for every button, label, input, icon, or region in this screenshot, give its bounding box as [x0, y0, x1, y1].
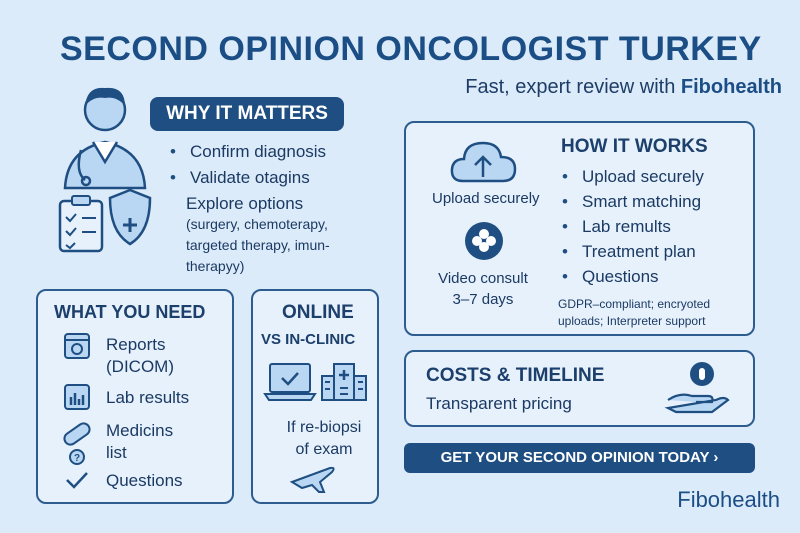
explore-detail-1: (surgery, chemoterapy,	[186, 216, 328, 232]
doctor-icon	[63, 87, 147, 190]
need-item-medicins: Medicins list	[106, 421, 174, 462]
explore-detail-3: therapyy)	[186, 258, 245, 274]
brand-logo: Fibohealth	[677, 487, 780, 512]
need-item-questions: Questions	[106, 471, 183, 490]
shield-icon	[108, 188, 152, 246]
pill-icon: ?	[63, 422, 91, 465]
why-heading: WHY IT MATTERS	[150, 97, 344, 131]
list-item: Questions	[560, 264, 704, 289]
video-consult-icon	[465, 222, 503, 260]
costs-card	[404, 350, 755, 427]
online-heading: ONLINE	[282, 302, 354, 323]
cloud-upload-icon	[450, 141, 517, 183]
page-subtitle: Fast, expert review with Fibohealth	[465, 76, 782, 99]
page-title: SECOND OPINION ONCOLOGIST TURKEY	[60, 30, 762, 68]
svg-text:?: ?	[74, 453, 80, 464]
explore-detail-2: targeted therapy, imun-	[186, 237, 330, 253]
hospital-icon	[321, 363, 367, 401]
need-item-lab: Lab results	[106, 388, 190, 407]
laptop-icon	[263, 363, 317, 401]
coin-hand-icon	[664, 362, 730, 414]
online-note: If re-biopsi of exam	[286, 419, 362, 458]
need-item-reports: Reports (DICOM)	[106, 335, 174, 376]
list-item: Treatment plan	[560, 239, 704, 264]
list-item: Confirm diagnosis	[168, 139, 326, 165]
list-item: Smart matching	[560, 189, 704, 214]
costs-heading: COSTS & TIMELINE	[426, 365, 605, 386]
list-item: Lab remults	[560, 214, 704, 239]
explore-line: Explore options	[186, 194, 304, 213]
why-list: Confirm diagnosis Validate otagins	[168, 139, 326, 191]
subtitle-brand: Fibohealth	[680, 76, 782, 98]
gdpr-note: GDPR–compliant; encryoted uploads; Inter…	[558, 297, 711, 328]
video-consult-label: Video consult 3–7 days	[438, 270, 528, 308]
how-heading: HOW IT WORKS	[561, 136, 708, 157]
clipboard-icon	[58, 195, 104, 253]
subtitle-text: Fast, expert review with	[465, 76, 681, 98]
need-heading: WHAT YOU NEED	[54, 302, 206, 322]
upload-label: Upload securely	[432, 190, 540, 207]
check-icon	[66, 472, 88, 489]
airplane-icon	[289, 466, 335, 493]
list-item: Validate otagins	[168, 165, 326, 191]
report-icon	[64, 333, 90, 359]
explore-options: Explore options (surgery, chemoterapy, t…	[186, 193, 386, 277]
get-second-opinion-button[interactable]: GET YOUR SECOND OPINION TODAY ›	[404, 443, 755, 473]
bar-chart-icon	[64, 384, 90, 410]
costs-subtext: Transparent pricing	[426, 394, 572, 413]
how-steps-list: Upload securely Smart matching Lab remul…	[560, 164, 704, 289]
online-subheading: VS IN-CLINIC	[261, 331, 356, 348]
list-item: Upload securely	[560, 164, 704, 189]
